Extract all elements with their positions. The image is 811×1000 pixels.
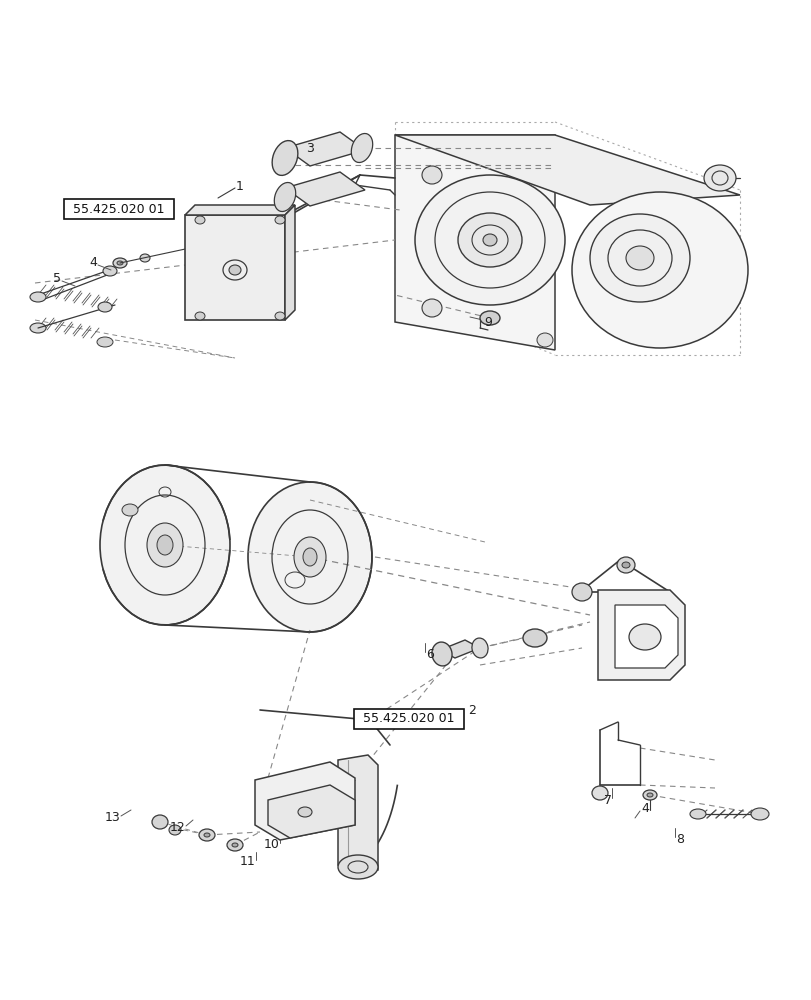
Ellipse shape <box>157 535 173 555</box>
Ellipse shape <box>103 266 117 276</box>
Ellipse shape <box>122 504 138 516</box>
Polygon shape <box>185 215 285 320</box>
Ellipse shape <box>100 465 230 625</box>
Ellipse shape <box>272 141 298 175</box>
Ellipse shape <box>274 182 295 212</box>
Text: 3: 3 <box>306 142 314 155</box>
Text: 55.425.020 01: 55.425.020 01 <box>73 203 165 216</box>
Ellipse shape <box>479 311 500 325</box>
Ellipse shape <box>169 825 181 835</box>
Ellipse shape <box>117 261 122 265</box>
Ellipse shape <box>471 638 487 658</box>
Text: 11: 11 <box>240 855 255 868</box>
Ellipse shape <box>30 323 46 333</box>
Text: 9: 9 <box>483 316 491 328</box>
Text: 5: 5 <box>53 271 61 284</box>
Ellipse shape <box>204 833 210 837</box>
Ellipse shape <box>431 642 452 666</box>
Text: 8: 8 <box>676 833 683 846</box>
Text: 55.425.020 01: 55.425.020 01 <box>363 712 454 725</box>
Ellipse shape <box>591 786 607 800</box>
Polygon shape <box>440 640 479 658</box>
Polygon shape <box>614 605 677 668</box>
Ellipse shape <box>689 809 705 819</box>
Polygon shape <box>285 172 365 206</box>
Ellipse shape <box>247 482 371 632</box>
Ellipse shape <box>351 133 372 163</box>
Ellipse shape <box>152 815 168 829</box>
Ellipse shape <box>590 214 689 302</box>
Ellipse shape <box>30 292 46 302</box>
Ellipse shape <box>303 548 316 566</box>
Ellipse shape <box>275 216 285 224</box>
Ellipse shape <box>275 312 285 320</box>
Ellipse shape <box>195 216 204 224</box>
Ellipse shape <box>414 175 564 305</box>
Polygon shape <box>285 132 365 166</box>
Text: 13: 13 <box>105 811 121 824</box>
Text: 12: 12 <box>170 821 186 834</box>
Ellipse shape <box>422 299 441 317</box>
FancyBboxPatch shape <box>354 709 463 729</box>
Ellipse shape <box>97 337 113 347</box>
Ellipse shape <box>337 855 378 879</box>
Ellipse shape <box>571 583 591 601</box>
Ellipse shape <box>229 265 241 275</box>
Ellipse shape <box>625 246 653 270</box>
Ellipse shape <box>232 843 238 847</box>
Ellipse shape <box>621 562 629 568</box>
Ellipse shape <box>571 192 747 348</box>
Polygon shape <box>394 135 554 350</box>
Ellipse shape <box>536 333 552 347</box>
Ellipse shape <box>199 829 215 841</box>
Text: 4: 4 <box>640 801 648 814</box>
Text: 1: 1 <box>236 180 243 193</box>
Ellipse shape <box>113 258 127 268</box>
Ellipse shape <box>139 254 150 262</box>
Text: 2: 2 <box>467 704 475 716</box>
FancyBboxPatch shape <box>64 199 174 219</box>
Ellipse shape <box>294 537 325 577</box>
Polygon shape <box>285 205 294 320</box>
Ellipse shape <box>750 808 768 820</box>
Text: 10: 10 <box>264 838 280 851</box>
Ellipse shape <box>646 793 652 797</box>
Text: 7: 7 <box>603 793 611 806</box>
Polygon shape <box>394 135 739 205</box>
Ellipse shape <box>98 302 112 312</box>
Text: 6: 6 <box>426 648 433 662</box>
Ellipse shape <box>227 839 242 851</box>
Polygon shape <box>337 755 378 875</box>
Ellipse shape <box>629 624 660 650</box>
Ellipse shape <box>298 807 311 817</box>
Polygon shape <box>597 590 684 680</box>
Ellipse shape <box>616 557 634 573</box>
Ellipse shape <box>457 213 521 267</box>
Polygon shape <box>255 762 354 840</box>
Polygon shape <box>185 205 294 215</box>
Ellipse shape <box>642 790 656 800</box>
Polygon shape <box>268 785 354 838</box>
Ellipse shape <box>147 523 182 567</box>
Text: 4: 4 <box>89 255 97 268</box>
Ellipse shape <box>703 165 735 191</box>
Ellipse shape <box>522 629 547 647</box>
Ellipse shape <box>483 234 496 246</box>
Ellipse shape <box>195 312 204 320</box>
Ellipse shape <box>422 166 441 184</box>
